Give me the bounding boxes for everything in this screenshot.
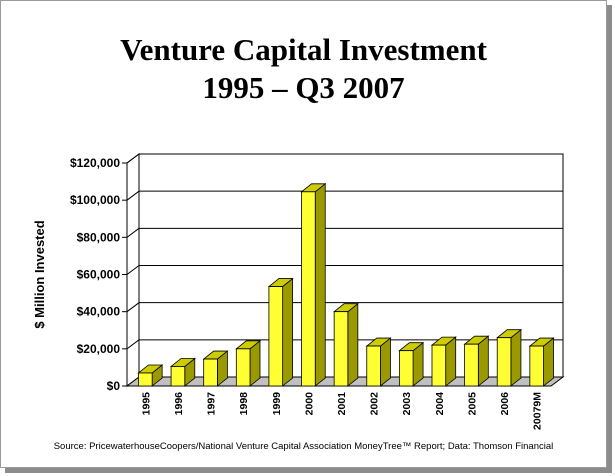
x-tick-label: 2002 [369, 392, 381, 416]
source-note: Source: PricewaterhouseCoopers/National … [53, 441, 554, 452]
x-tick-label: 2005 [466, 392, 478, 416]
y-tick-label: $40,000 [77, 305, 121, 319]
y-axis-title: $ Million Invested [32, 220, 47, 328]
bar [496, 337, 512, 387]
bar [366, 345, 381, 387]
chart-title: Venture Capital Investment 1995 – Q3 200… [1, 31, 606, 107]
bar [464, 343, 479, 387]
bar [398, 350, 414, 387]
bar [431, 344, 447, 387]
gridline-side [126, 339, 140, 350]
y-tick-label: $0 [107, 379, 121, 393]
bar-side [445, 336, 457, 387]
x-tick-label: 2006 [499, 392, 511, 416]
y-tick-label: $20,000 [77, 342, 121, 356]
x-tick-label: 20079M [532, 392, 544, 430]
bar [268, 286, 284, 387]
bar-chart: $0 $20,000 $40,000 $60,000 $80,000 $100,000 $1… [32, 153, 565, 430]
gridline-side [126, 227, 140, 238]
gridline-side [126, 153, 140, 164]
x-tick-label: 1995 [140, 392, 152, 416]
x-tick-label: 2004 [434, 392, 446, 416]
bar-side [282, 277, 294, 387]
y-tick-label: $120,000 [70, 156, 120, 170]
bar [333, 311, 349, 387]
x-tick-label: 2000 [303, 392, 315, 416]
bar [170, 366, 186, 387]
y-tick-label: $80,000 [77, 230, 121, 244]
bar [235, 348, 251, 387]
y-tick-label: $60,000 [77, 268, 121, 282]
bar-side [347, 302, 359, 387]
x-tick-label: 1997 [206, 392, 218, 416]
y-tick-label: $100,000 [70, 193, 120, 207]
title-line-2: 1995 – Q3 2007 [202, 70, 405, 105]
gridline-side [126, 302, 140, 313]
bar-side [477, 335, 489, 387]
bar-side [314, 182, 326, 387]
gridline-side [126, 190, 140, 201]
title-line-1: Venture Capital Investment [120, 32, 487, 67]
slide: Venture Capital Investment 1995 – Q3 200… [0, 0, 607, 468]
bar-side [510, 328, 522, 387]
bar [529, 345, 544, 387]
x-tick-label: 1998 [238, 392, 250, 416]
bar [301, 191, 316, 387]
gridline-side [126, 265, 140, 275]
x-tick-label: 2001 [336, 392, 348, 416]
x-tick-label: 1996 [173, 392, 185, 416]
x-tick-label: 2003 [401, 392, 413, 416]
bar [138, 372, 153, 387]
x-tick-label: 1999 [271, 392, 283, 416]
bar [203, 358, 218, 387]
